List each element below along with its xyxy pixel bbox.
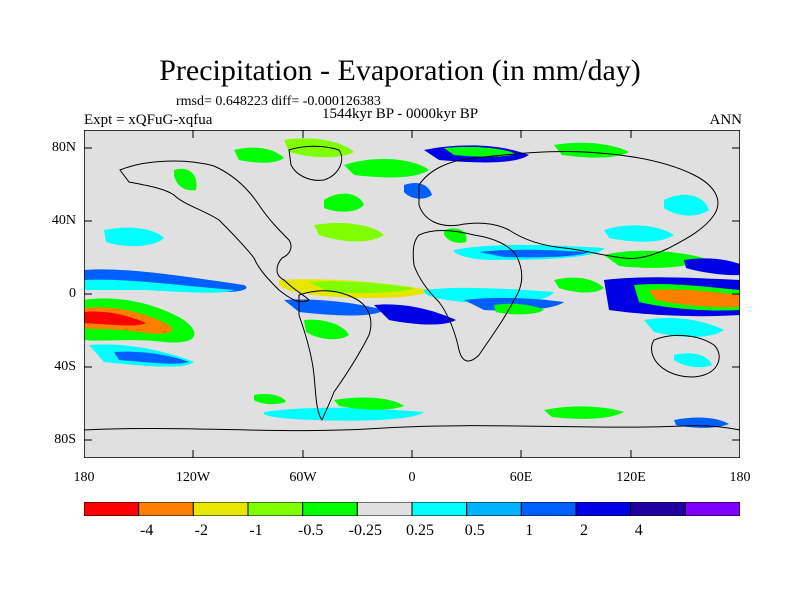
- legend-label: -0.5: [298, 522, 324, 539]
- legend-label: 4: [634, 522, 643, 539]
- period-text: 1544kyr BP - 0000kyr BP: [322, 106, 479, 122]
- season-text: ANN: [709, 112, 743, 128]
- lon-tick-label: 60W: [289, 470, 317, 485]
- experiment-text: Expt = xQFuG-xqfua: [84, 112, 213, 128]
- map-title: Precipitation - Evaporation (in mm/day): [159, 54, 641, 87]
- legend-swatch: [138, 502, 194, 516]
- legend-label: -0.25: [348, 522, 382, 539]
- legend-swatch: [247, 502, 304, 516]
- legend-swatch: [520, 502, 577, 516]
- legend-label: -2: [194, 522, 208, 539]
- lon-tick-label: 180: [729, 470, 751, 485]
- lat-tick-label: 40S: [54, 359, 76, 374]
- lon-tick-label: 120W: [175, 470, 211, 485]
- southern-ocean-anomaly: [264, 407, 424, 421]
- axis-ticks: [84, 130, 740, 458]
- legend-swatch: [192, 502, 249, 516]
- legend-label: -4: [140, 522, 154, 539]
- lon-tick-label: 0: [408, 470, 416, 485]
- lon-tick-label: 120E: [616, 470, 646, 485]
- lon-tick-label: 180: [73, 470, 95, 485]
- lat-tick-label: 80S: [54, 432, 76, 447]
- legend-label: 2: [580, 522, 588, 539]
- lon-tick-label: 60E: [509, 470, 533, 485]
- lat-tick-label: 40N: [51, 213, 76, 228]
- anomaly-field: [84, 138, 740, 428]
- color-legend: [84, 502, 740, 516]
- legend-swatch: [356, 502, 413, 516]
- legend-swatch: [684, 502, 740, 516]
- legend-swatch: [575, 502, 632, 516]
- legend-swatch: [411, 502, 468, 516]
- stats-text: rmsd= 0.648223 diff= -0.000126383: [176, 94, 381, 109]
- legend-swatch: [84, 502, 140, 516]
- lat-tick-label: 0: [69, 286, 76, 301]
- legend-swatch: [466, 502, 522, 516]
- coastlines: [84, 145, 740, 432]
- lat-tick-label: 80N: [51, 140, 76, 155]
- legend-swatch: [630, 502, 686, 516]
- legend-label: 0.5: [464, 522, 485, 539]
- legend-label: 0.25: [406, 522, 434, 539]
- legend-label: -1: [249, 522, 263, 539]
- legend-swatch: [302, 502, 358, 516]
- legend-label: 1: [525, 522, 534, 539]
- map-panel: [84, 130, 740, 458]
